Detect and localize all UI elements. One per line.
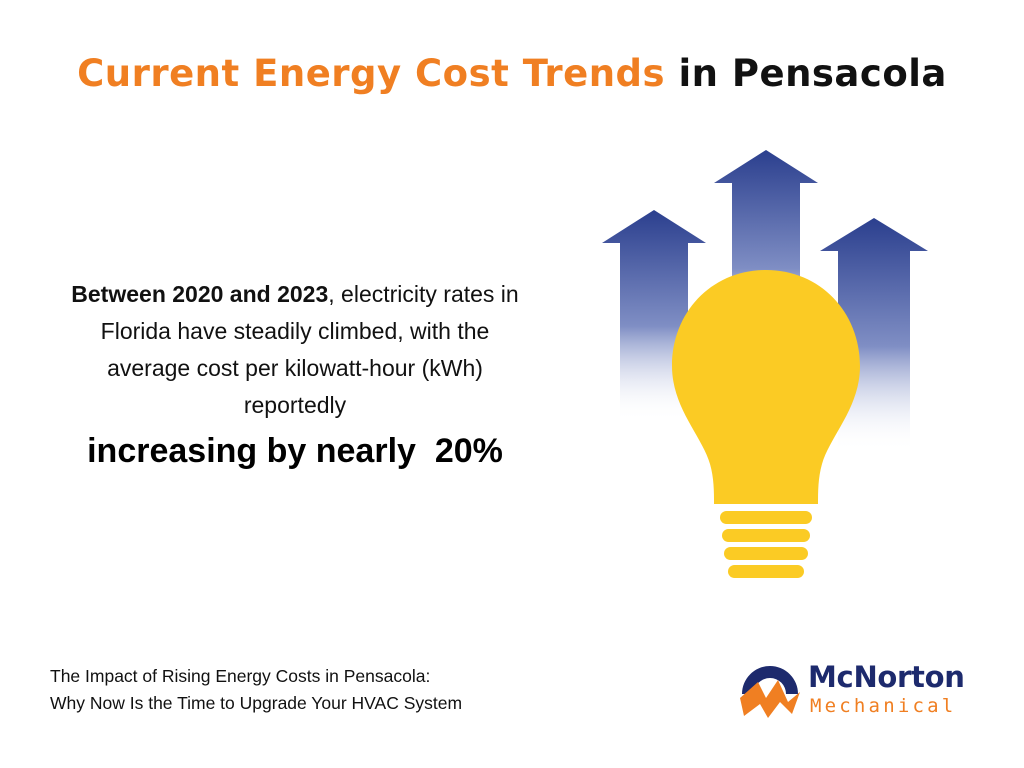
- brand-logo: McNorton Mechanical: [736, 660, 986, 722]
- footer-line-2: Why Now Is the Time to Upgrade Your HVAC…: [50, 693, 463, 713]
- title-rest: in Pensacola: [678, 52, 947, 95]
- logo-name: McNorton: [808, 660, 965, 694]
- page-title: Current Energy Cost Trends in Pensacola: [0, 52, 1024, 95]
- body-bold-lead: Between 2020 and 2023: [71, 281, 329, 307]
- light-bulb-icon: [672, 270, 860, 578]
- body-text-main: , electricity rates in Florida have stea…: [100, 281, 519, 418]
- body-highlight: increasing by nearly 20%: [87, 432, 503, 470]
- body-text: Between 2020 and 2023, electricity rates…: [60, 276, 530, 472]
- logo-subtitle: Mechanical: [810, 695, 957, 717]
- mcnorton-logo-icon: [740, 666, 800, 718]
- footer-line-1: The Impact of Rising Energy Costs in Pen…: [50, 666, 431, 686]
- title-accent: Current Energy Cost Trends: [77, 52, 666, 95]
- rising-cost-illustration: [602, 150, 928, 578]
- footer-caption: The Impact of Rising Energy Costs in Pen…: [50, 663, 462, 717]
